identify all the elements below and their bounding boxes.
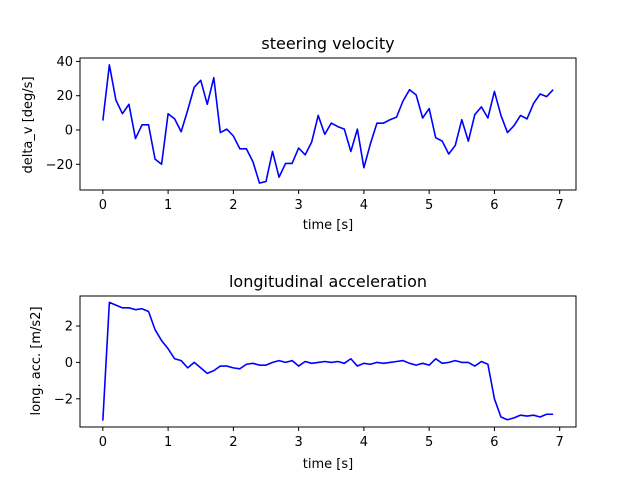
- subplot-steering-velocity: steering velocity time [s] delta_v [deg/…: [21, 34, 577, 233]
- x-axis-label: time [s]: [303, 457, 353, 472]
- x-tick-label: 4: [360, 435, 368, 450]
- plot-frame: [79, 57, 577, 191]
- x-axis-label: time [s]: [303, 218, 353, 233]
- series-line: [102, 64, 554, 184]
- y-tick-label: 2: [65, 320, 73, 335]
- plot-frame: [79, 295, 577, 428]
- y-tick-label: 20: [56, 89, 73, 104]
- y-tick-label: 40: [56, 55, 73, 70]
- y-tick-label: −20: [46, 158, 73, 173]
- series-line: [102, 301, 554, 421]
- x-tick-label: 2: [229, 198, 237, 213]
- x-tick-label: 7: [556, 435, 564, 450]
- x-tick-label: 5: [425, 198, 433, 213]
- x-tick-label: 6: [490, 198, 498, 213]
- y-tick-label: −2: [54, 392, 73, 407]
- subplot-title: steering velocity: [261, 34, 394, 53]
- x-tick-label: 6: [490, 435, 498, 450]
- y-tick-label: 0: [65, 124, 73, 139]
- x-tick-label: 0: [99, 198, 107, 213]
- x-tick-label: 1: [164, 198, 172, 213]
- x-tick-label: 7: [556, 198, 564, 213]
- x-tick-label: 2: [229, 435, 237, 450]
- subplot-longitudinal-acceleration: longitudinal acceleration time [s] long.…: [29, 272, 577, 472]
- x-tick-label: 3: [294, 435, 302, 450]
- x-tick-label: 4: [360, 198, 368, 213]
- x-tick-label: 5: [425, 435, 433, 450]
- x-tick-label: 0: [99, 435, 107, 450]
- y-axis-label: delta_v [deg/s]: [21, 76, 36, 173]
- y-tick-label: 0: [65, 356, 73, 371]
- x-tick-label: 1: [164, 435, 172, 450]
- subplot-title: longitudinal acceleration: [229, 272, 427, 291]
- x-tick-label: 3: [294, 198, 302, 213]
- y-axis-label: long. acc. [m/s2]: [29, 306, 44, 415]
